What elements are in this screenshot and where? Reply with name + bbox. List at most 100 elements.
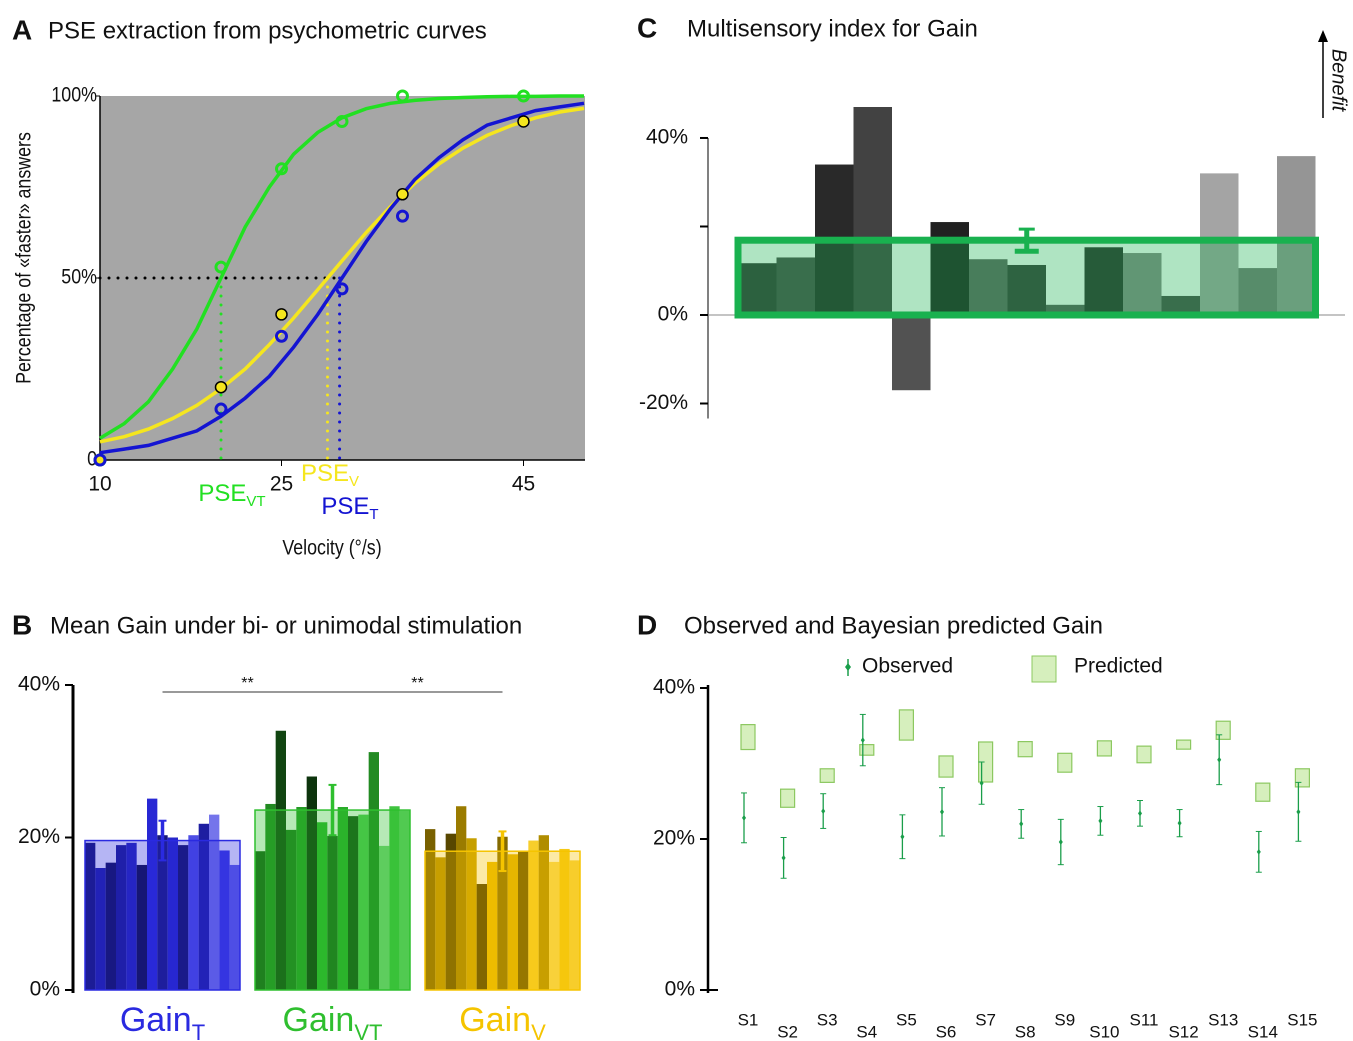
observed-point	[781, 854, 786, 861]
subject-bar	[327, 835, 338, 990]
pse-text: PSE	[198, 480, 246, 507]
subject-bar	[1200, 173, 1239, 315]
predicted-box	[779, 788, 796, 808]
observed-point	[900, 833, 905, 840]
subject-bar	[275, 730, 286, 990]
subject-bar	[136, 864, 147, 990]
observed-point	[1296, 808, 1301, 815]
predicted-box	[1255, 782, 1271, 802]
y-tick-label: 20%	[653, 827, 695, 850]
observed-point	[1098, 817, 1103, 824]
pse-text: PSE	[301, 460, 349, 487]
observed-point	[860, 737, 865, 744]
y-tick-label: 50%	[61, 265, 97, 289]
y-tick-label: 20%	[18, 825, 60, 848]
subject-bar	[559, 848, 570, 990]
x-tick-label: 45	[512, 473, 535, 496]
panel-letter: D	[637, 609, 657, 640]
data-point	[396, 89, 409, 103]
subject-bar	[466, 838, 477, 990]
subject-bar	[209, 814, 220, 990]
predicted-box	[1136, 745, 1152, 764]
y-tick-label: 0%	[665, 978, 695, 1001]
x-tick-label: S11	[1130, 1010, 1159, 1029]
y-tick-label: -20%	[639, 391, 688, 414]
observed-point	[742, 814, 746, 821]
data-point	[214, 402, 228, 416]
subject-bar	[518, 851, 529, 990]
subject-bar	[1084, 247, 1123, 315]
benefit-label: Benefit	[1328, 49, 1350, 113]
subject-bar	[497, 836, 508, 990]
x-tick-label: S2	[777, 1022, 798, 1041]
mean-bar	[84, 839, 241, 991]
panel-title: Mean Gain under bi- or unimodal stimulat…	[50, 612, 522, 639]
subject-bar	[399, 810, 410, 990]
y-tick-label: 0	[87, 447, 97, 471]
subject-bar	[1161, 295, 1200, 315]
subject-bar	[379, 845, 390, 990]
predicted-box	[1057, 752, 1073, 773]
data-point	[335, 114, 349, 128]
panel-letter: B	[12, 609, 32, 640]
subject-bar	[456, 806, 467, 990]
subject-bar	[147, 798, 158, 990]
subject-bar	[1123, 253, 1162, 315]
observed-point	[1019, 820, 1024, 827]
fit-curve	[99, 106, 585, 444]
y-tick-label: 0%	[658, 303, 688, 326]
subject-bar	[853, 107, 892, 315]
x-tick-label: S1	[738, 1010, 759, 1029]
observed-point	[979, 780, 984, 787]
data-point	[517, 115, 530, 128]
subject-bar	[188, 835, 199, 990]
predicted-box	[898, 709, 915, 741]
significance-label: **	[411, 675, 423, 692]
y-tick-label: 40%	[653, 676, 695, 699]
x-axis-title: Velocity (°/s)	[282, 536, 381, 560]
subject-bar	[229, 864, 240, 990]
predicted-box	[1096, 740, 1113, 757]
y-tick-label: 40%	[18, 673, 60, 696]
subject-bar	[105, 862, 116, 990]
subject-bar	[178, 845, 189, 990]
subject-bar	[507, 854, 518, 990]
subject-bar	[306, 776, 317, 990]
observed-point	[940, 808, 944, 815]
mean-bar	[424, 850, 581, 991]
subject-bar	[286, 829, 297, 990]
subject-bar	[368, 752, 379, 990]
observed-point	[1058, 839, 1063, 846]
data-point	[335, 282, 349, 296]
subject-bar	[389, 806, 400, 990]
subject-bar	[255, 851, 266, 990]
panel-letter: C	[637, 12, 657, 43]
subject-bar	[776, 257, 815, 315]
subject-bar	[1277, 156, 1316, 315]
group-label: GainVT	[283, 1001, 383, 1041]
observed-point	[1177, 820, 1182, 827]
predicted-box	[1215, 720, 1231, 740]
subject-bar	[348, 816, 359, 990]
data-point	[275, 162, 288, 176]
group-name: Gain	[459, 1001, 531, 1039]
pse-subscript: VT	[246, 493, 265, 510]
significance-label: **	[241, 675, 253, 692]
panel-title: Multisensory index for Gain	[687, 15, 978, 42]
group-subscript: VT	[354, 1020, 382, 1041]
x-tick-label: 10	[88, 473, 111, 496]
x-tick-label: S3	[817, 1010, 838, 1029]
subject-bar	[549, 861, 560, 990]
data-point	[396, 209, 409, 223]
panel-letter: A	[12, 14, 32, 45]
predicted-box	[938, 755, 954, 778]
benefit-arrowhead	[1318, 30, 1328, 42]
predicted-box	[740, 724, 756, 751]
y-axis-title: Percentage of «faster» answers	[12, 132, 36, 384]
subject-bar	[1007, 264, 1046, 315]
subject-bar	[265, 803, 276, 990]
mean-bar	[254, 809, 411, 991]
subject-bar	[425, 829, 436, 990]
subject-bar	[167, 837, 178, 990]
